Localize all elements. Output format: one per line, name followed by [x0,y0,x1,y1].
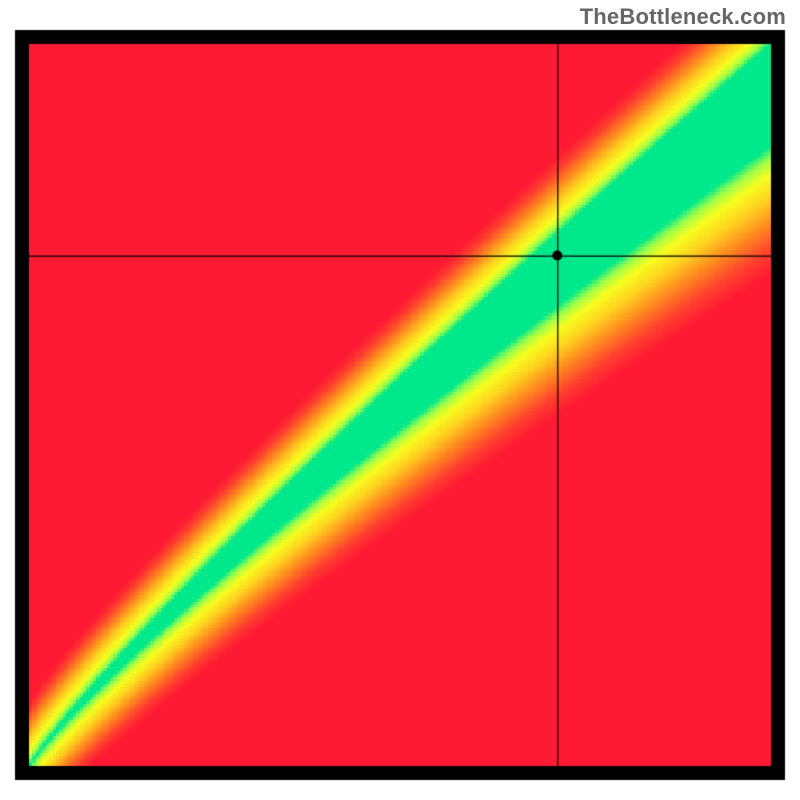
chart-container: TheBottleneck.com [0,0,800,800]
watermark-text: TheBottleneck.com [580,4,786,30]
bottleneck-heatmap [0,0,800,800]
